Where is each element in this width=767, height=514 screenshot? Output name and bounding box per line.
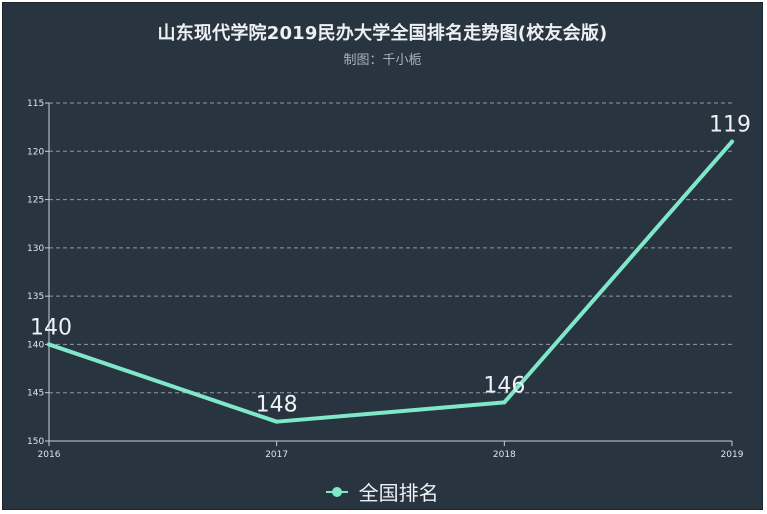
x-tick-label: 2018 [493, 450, 516, 460]
y-tick-label: 150 [27, 437, 44, 447]
series-line [47, 139, 734, 424]
line-chart-plot: 115 120 125 130 135 140 145 150 2016 2017 2018 2019… [27, 99, 751, 460]
y-tick-label: 120 [27, 147, 44, 157]
data-label: 148 [256, 393, 298, 418]
data-point [502, 400, 507, 405]
x-tick-label: 2019 [721, 450, 744, 460]
data-point [47, 342, 51, 347]
x-tick-label: 2016 [38, 450, 61, 460]
y-tick-label: 130 [27, 244, 44, 254]
data-point [274, 419, 279, 424]
x-tick-label: 2017 [265, 450, 288, 460]
y-tick-label: 140 [27, 340, 44, 350]
data-point [730, 139, 734, 144]
legend-label: 全国排名 [358, 481, 439, 505]
y-tick-label: 145 [27, 389, 44, 399]
y-tick-label: 135 [27, 292, 44, 302]
chart-subtitle: 制图：千小栀 [343, 53, 422, 68]
chart-title: 山东现代学院2019民办大学全国排名走势图(校友会版) [157, 23, 608, 44]
data-label: 140 [30, 315, 72, 340]
legend-marker-icon [326, 485, 349, 499]
y-tick-label: 125 [27, 196, 44, 206]
data-label: 119 [709, 113, 751, 138]
legend[interactable]: 全国排名 [3, 477, 762, 506]
y-tick-label: 115 [27, 99, 44, 109]
data-label: 146 [483, 373, 525, 398]
